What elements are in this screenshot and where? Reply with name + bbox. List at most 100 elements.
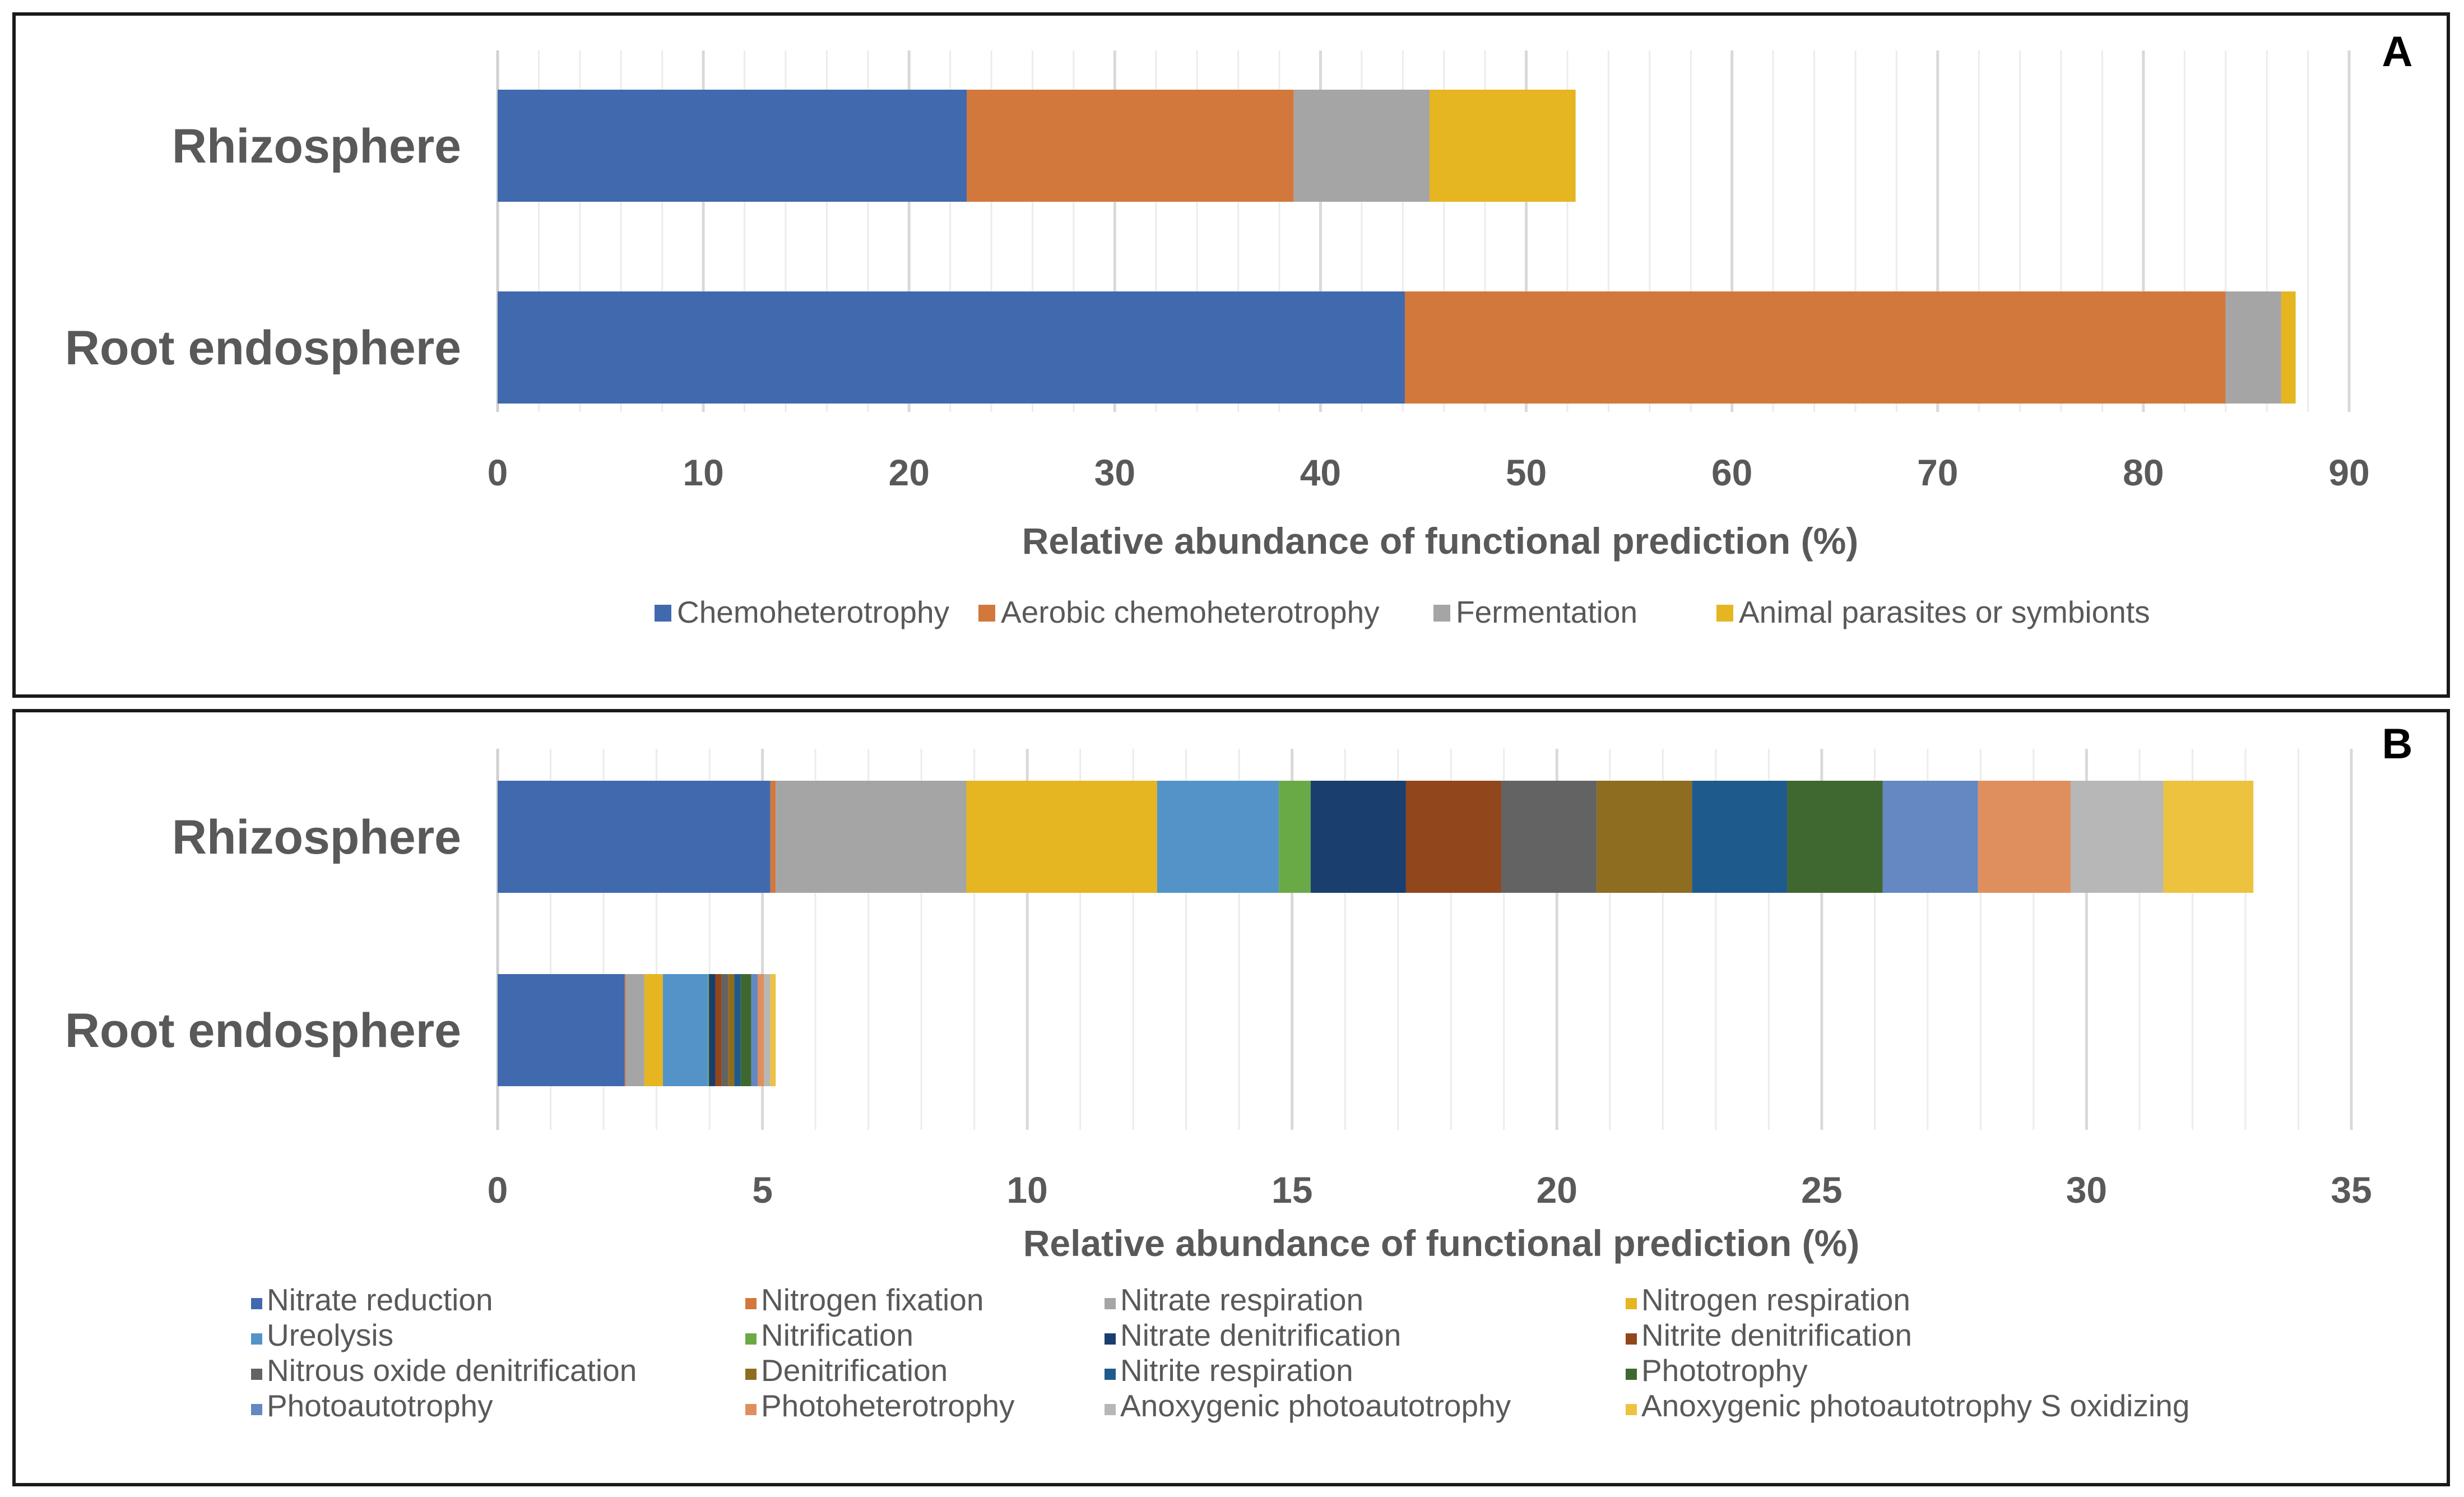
legend-item-aerobic-chemoheterotrophy: Aerobic chemoheterotrophy bbox=[978, 594, 1380, 630]
bar-rhizosphere-anoxygenic-photoautotrophy-s-oxidizing bbox=[2163, 781, 2254, 893]
bar-rhizosphere-nitrification bbox=[1279, 781, 1311, 893]
bar-rhizosphere-nitrate-denitrification bbox=[1310, 781, 1406, 893]
legend-swatch bbox=[745, 1298, 757, 1309]
legend-swatch bbox=[1433, 605, 1450, 622]
bar-root-endosphere-nitrogen-fixation bbox=[624, 974, 626, 1086]
category-label-root-endosphere: Root endosphere bbox=[65, 1004, 461, 1058]
bar-root-endosphere-nitrite-denitrification bbox=[715, 974, 722, 1086]
bar-root-endosphere-aerobic-chemoheterotrophy bbox=[1404, 291, 2226, 404]
x-tick-label: 30 bbox=[1094, 452, 1135, 493]
legend-item-photoheterotrophy: Photoheterotrophy bbox=[745, 1388, 1015, 1424]
legend-label: Nitrogen fixation bbox=[761, 1282, 984, 1317]
legend-item-ureolysis: Ureolysis bbox=[251, 1317, 393, 1353]
bar-rhizosphere-phototrophy bbox=[1787, 781, 1883, 893]
legend-item-nitrate-denitrification: Nitrate denitrification bbox=[1105, 1317, 1401, 1353]
legend-label: Aerobic chemoheterotrophy bbox=[1001, 595, 1380, 629]
legend-label: Ureolysis bbox=[267, 1318, 394, 1352]
legend-item-photoautotrophy: Photoautotrophy bbox=[251, 1388, 493, 1424]
bar-rhizosphere-nitrogen-fixation bbox=[770, 781, 776, 893]
bar-rhizosphere-aerobic-chemoheterotrophy bbox=[967, 90, 1294, 202]
bar-root-endosphere-nitrogen-respiration bbox=[644, 974, 663, 1086]
legend-swatch bbox=[978, 605, 995, 622]
legend-label: Chemoheterotrophy bbox=[677, 595, 950, 629]
legend-item-anoxygenic-photoautotrophy-s-oxidizing: Anoxygenic photoautotrophy S oxidizing bbox=[1626, 1388, 2189, 1424]
bar-root-endosphere-fermentation bbox=[2225, 291, 2281, 404]
legend-label: Nitrite denitrification bbox=[1641, 1318, 1912, 1352]
legend-item-fermentation: Fermentation bbox=[1433, 594, 1637, 630]
legend-label: Fermentation bbox=[1456, 595, 1638, 629]
bar-root-endosphere-nitrate-reduction bbox=[498, 974, 625, 1086]
legend-item-chemoheterotrophy: Chemoheterotrophy bbox=[655, 594, 949, 630]
legend-swatch bbox=[1716, 605, 1733, 622]
legend-swatch bbox=[745, 1369, 757, 1380]
bar-rhizosphere-photoheterotrophy bbox=[1978, 781, 2071, 893]
legend-swatch bbox=[655, 605, 671, 622]
legend-swatch bbox=[1105, 1298, 1116, 1309]
legend-item-nitrification: Nitrification bbox=[745, 1317, 913, 1353]
legend-item-nitrous-oxide-denitrification: Nitrous oxide denitrification bbox=[251, 1352, 637, 1388]
category-label-root-endosphere: Root endosphere bbox=[65, 321, 461, 375]
legend-label: Nitrate respiration bbox=[1120, 1282, 1364, 1317]
x-tick-label: 50 bbox=[1506, 452, 1547, 493]
x-tick-label: 60 bbox=[1711, 452, 1752, 493]
legend-label: Anoxygenic photoautotrophy S oxidizing bbox=[1641, 1388, 2190, 1423]
bar-root-endosphere-animal-parasites-or-symbionts bbox=[2281, 291, 2296, 404]
legend-label: Anoxygenic photoautotrophy bbox=[1120, 1388, 1511, 1423]
legend-swatch bbox=[251, 1369, 262, 1380]
bar-root-endosphere-nitrification bbox=[708, 974, 709, 1086]
x-tick-label: 20 bbox=[1537, 1169, 1577, 1211]
x-tick-label: 25 bbox=[1801, 1169, 1842, 1211]
panel-a: Rhizosphere Root endosphere 0 10 20 30 40 50 60 7… bbox=[12, 12, 2450, 698]
x-axis-title: Relative abundance of functional predict… bbox=[1022, 520, 1858, 562]
x-tick-label: 35 bbox=[2331, 1169, 2372, 1211]
panel-b: Rhizosphere Root endosphere 0 5 10 15 20 25 30 35… bbox=[12, 709, 2450, 1486]
legend-label: Nitrate reduction bbox=[267, 1282, 493, 1317]
bar-rhizosphere-fermentation bbox=[1293, 90, 1430, 202]
bar-root-endosphere-anoxygenic-photoautotrophy-s-oxidizing bbox=[770, 974, 776, 1086]
bar-rhizosphere-animal-parasites-or-symbionts bbox=[1430, 90, 1576, 202]
legend-item-nitrogen-respiration: Nitrogen respiration bbox=[1626, 1282, 1910, 1318]
legend-label: Photoheterotrophy bbox=[761, 1388, 1015, 1423]
legend-label: Photoautotrophy bbox=[267, 1388, 493, 1423]
legend-swatch bbox=[251, 1333, 262, 1345]
x-tick-label: 15 bbox=[1272, 1169, 1312, 1211]
legend-label: Phototrophy bbox=[1641, 1353, 1808, 1388]
x-tick-label: 0 bbox=[488, 1169, 508, 1211]
x-tick-label: 10 bbox=[1006, 1169, 1047, 1211]
x-tick-label: 40 bbox=[1300, 452, 1341, 493]
bar-root-endosphere-nitrous-oxide-denitrification bbox=[721, 974, 728, 1086]
legend-item-denitrification: Denitrification bbox=[745, 1352, 948, 1388]
legend-label: Nitrate denitrification bbox=[1120, 1318, 1402, 1352]
bar-rhizosphere-denitrification bbox=[1597, 781, 1692, 893]
bar-rhizosphere-nitrate-respiration bbox=[776, 781, 967, 893]
bar-rhizosphere-nitrous-oxide-denitrification bbox=[1501, 781, 1597, 893]
bar-root-endosphere-nitrate-respiration bbox=[625, 974, 644, 1086]
bar-rhizosphere-anoxygenic-photoautotrophy bbox=[2071, 781, 2164, 893]
category-label-rhizosphere: Rhizosphere bbox=[172, 810, 461, 864]
legend-swatch bbox=[1105, 1369, 1116, 1380]
bar-root-endosphere-denitrification bbox=[728, 974, 735, 1086]
chart-a-plot: Rhizosphere Root endosphere 0 10 20 30 40 50 60 7… bbox=[65, 28, 2413, 562]
legend-label: Nitrification bbox=[761, 1318, 914, 1352]
legend-swatch bbox=[1105, 1333, 1116, 1345]
x-tick-label: 20 bbox=[889, 452, 930, 493]
chart-b-plot: Rhizosphere Root endosphere 0 5 10 15 20 25 30 35… bbox=[65, 720, 2413, 1264]
bar-root-endosphere-nitrate-denitrification bbox=[709, 974, 716, 1086]
bar-root-endosphere-photoautotrophy bbox=[751, 974, 758, 1086]
legend-item-nitrogen-fixation: Nitrogen fixation bbox=[745, 1282, 983, 1318]
legend-item-nitrate-reduction: Nitrate reduction bbox=[251, 1282, 493, 1318]
legend-item-nitrite-denitrification: Nitrite denitrification bbox=[1626, 1317, 1912, 1353]
bar-rhizosphere-nitrate-reduction bbox=[498, 781, 771, 893]
legend-item-phototrophy: Phototrophy bbox=[1626, 1352, 1808, 1388]
legend-item-nitrite-respiration: Nitrite respiration bbox=[1105, 1352, 1353, 1388]
bar-rhizosphere-photoautotrophy bbox=[1882, 781, 1978, 893]
category-label-rhizosphere: Rhizosphere bbox=[172, 119, 461, 173]
legend-swatch bbox=[1626, 1369, 1637, 1380]
legend-label: Nitrite respiration bbox=[1120, 1353, 1353, 1388]
x-tick-label: 80 bbox=[2123, 452, 2164, 493]
x-tick-label: 70 bbox=[1917, 452, 1958, 493]
legend-swatch bbox=[745, 1333, 757, 1345]
bar-rhizosphere-nitrite-denitrification bbox=[1405, 781, 1502, 893]
legend-item-animal-parasites-or-symbionts: Animal parasites or symbionts bbox=[1716, 594, 2150, 630]
x-tick-label: 30 bbox=[2066, 1169, 2107, 1211]
